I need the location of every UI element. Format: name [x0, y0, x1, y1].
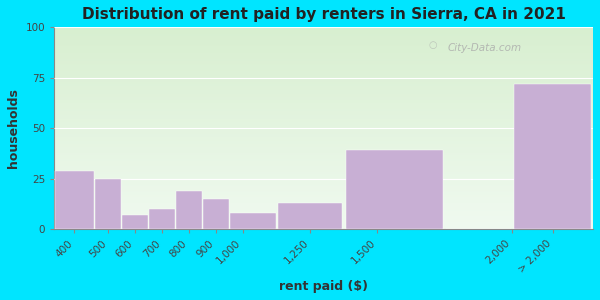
- Bar: [203, 199, 229, 229]
- Bar: [230, 213, 275, 229]
- Bar: [278, 203, 343, 229]
- Bar: [55, 170, 94, 229]
- Bar: [176, 191, 202, 229]
- Title: Distribution of rent paid by renters in Sierra, CA in 2021: Distribution of rent paid by renters in …: [82, 7, 566, 22]
- Y-axis label: households: households: [7, 88, 20, 168]
- Bar: [149, 209, 175, 229]
- Bar: [95, 178, 121, 229]
- Text: ○: ○: [428, 40, 437, 50]
- Bar: [346, 150, 443, 229]
- Bar: [514, 84, 592, 229]
- Text: City-Data.com: City-Data.com: [448, 44, 521, 53]
- X-axis label: rent paid ($): rent paid ($): [279, 280, 368, 293]
- Bar: [122, 215, 148, 229]
